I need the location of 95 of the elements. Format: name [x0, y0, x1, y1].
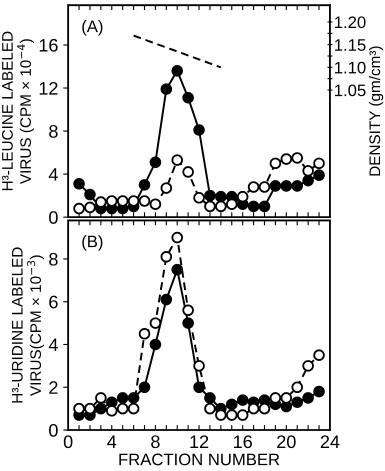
point	[270, 180, 282, 192]
point	[291, 152, 303, 164]
x-tick-label: 16	[234, 435, 252, 448]
point	[160, 294, 172, 306]
point	[171, 65, 183, 77]
y2-axis-title: DENSITY (gm/cm³)	[368, 46, 384, 176]
point	[138, 328, 150, 340]
point	[280, 180, 292, 192]
point	[291, 396, 303, 408]
y-tick-label: 16	[40, 38, 58, 52]
point	[258, 200, 270, 212]
point	[106, 405, 118, 417]
point	[171, 154, 183, 166]
point	[171, 232, 183, 244]
point	[204, 200, 216, 212]
point	[302, 392, 314, 404]
point	[84, 402, 96, 414]
y-tick-label: 0	[49, 424, 58, 437]
point	[236, 409, 248, 421]
x-tick-label: 8	[151, 435, 160, 448]
y-tick-label: 4	[48, 168, 58, 181]
y-axis-title: H³-LEUCINE LABELED VIRUS (CPM × 10$^{−4}$)	[2, 32, 34, 190]
point	[248, 200, 260, 212]
x-tick-label: 24	[320, 435, 340, 448]
point	[204, 190, 216, 202]
annotation: (A)	[82, 20, 102, 36]
annotation: (B)	[82, 235, 102, 251]
point	[160, 83, 172, 95]
point	[280, 392, 292, 404]
point	[160, 251, 172, 263]
y-tick-label: 8	[49, 124, 58, 138]
point	[128, 392, 140, 404]
point	[236, 190, 248, 202]
point	[73, 178, 85, 190]
point	[313, 386, 325, 398]
point	[236, 394, 248, 406]
point	[258, 402, 270, 414]
y2-tick-label: 1.20	[335, 16, 366, 28]
point	[138, 195, 150, 207]
y-tick-label: 6	[49, 296, 58, 308]
point	[193, 192, 205, 204]
point	[291, 180, 303, 192]
point	[84, 202, 96, 214]
y2-tick-label: 1.15	[335, 39, 366, 51]
point	[116, 402, 128, 414]
point	[95, 402, 107, 414]
y-tick-label: 12	[40, 82, 58, 95]
point	[226, 398, 238, 410]
point	[128, 402, 140, 414]
point	[150, 198, 162, 210]
point	[215, 190, 227, 202]
point	[313, 349, 325, 361]
point	[226, 409, 238, 421]
point	[150, 338, 162, 350]
point	[160, 182, 172, 194]
point	[313, 158, 325, 170]
point	[270, 158, 282, 170]
y-tick-label: 8	[49, 252, 58, 266]
y-axis-title: H³-URIDINE LABELED VIRUS(CPM × 10$^{−3}$)	[12, 247, 44, 402]
point	[182, 304, 194, 316]
point	[73, 402, 85, 414]
point	[171, 264, 183, 276]
point	[313, 169, 325, 181]
point	[302, 360, 314, 372]
point	[215, 200, 227, 212]
point	[193, 381, 205, 394]
point	[84, 188, 96, 200]
point	[150, 317, 162, 329]
x-tick-label: 20	[277, 435, 296, 448]
y2-tick-label: 1.10	[335, 62, 366, 74]
point	[248, 181, 260, 193]
y2-tick-label: 1.05	[335, 84, 366, 96]
y-tick-label: 2	[49, 381, 58, 394]
point	[73, 202, 85, 214]
point	[138, 381, 150, 394]
point	[182, 166, 194, 178]
x-axis-title: FRACTION NUMBER	[119, 454, 280, 466]
y-tick-label: 4	[48, 338, 58, 352]
point	[302, 165, 314, 177]
point	[280, 153, 292, 165]
point	[193, 124, 205, 136]
point	[182, 92, 194, 104]
point	[95, 392, 107, 404]
point	[150, 156, 162, 168]
point	[291, 381, 303, 394]
point	[138, 179, 150, 191]
x-tick-label: 4	[107, 436, 116, 448]
point	[258, 181, 270, 193]
x-tick-label: 12	[190, 435, 208, 448]
point	[302, 174, 314, 186]
point	[204, 402, 216, 414]
point	[193, 360, 205, 372]
point	[116, 392, 128, 404]
x-tick-label: 0	[64, 435, 72, 448]
y-tick-label: 0	[49, 211, 58, 224]
